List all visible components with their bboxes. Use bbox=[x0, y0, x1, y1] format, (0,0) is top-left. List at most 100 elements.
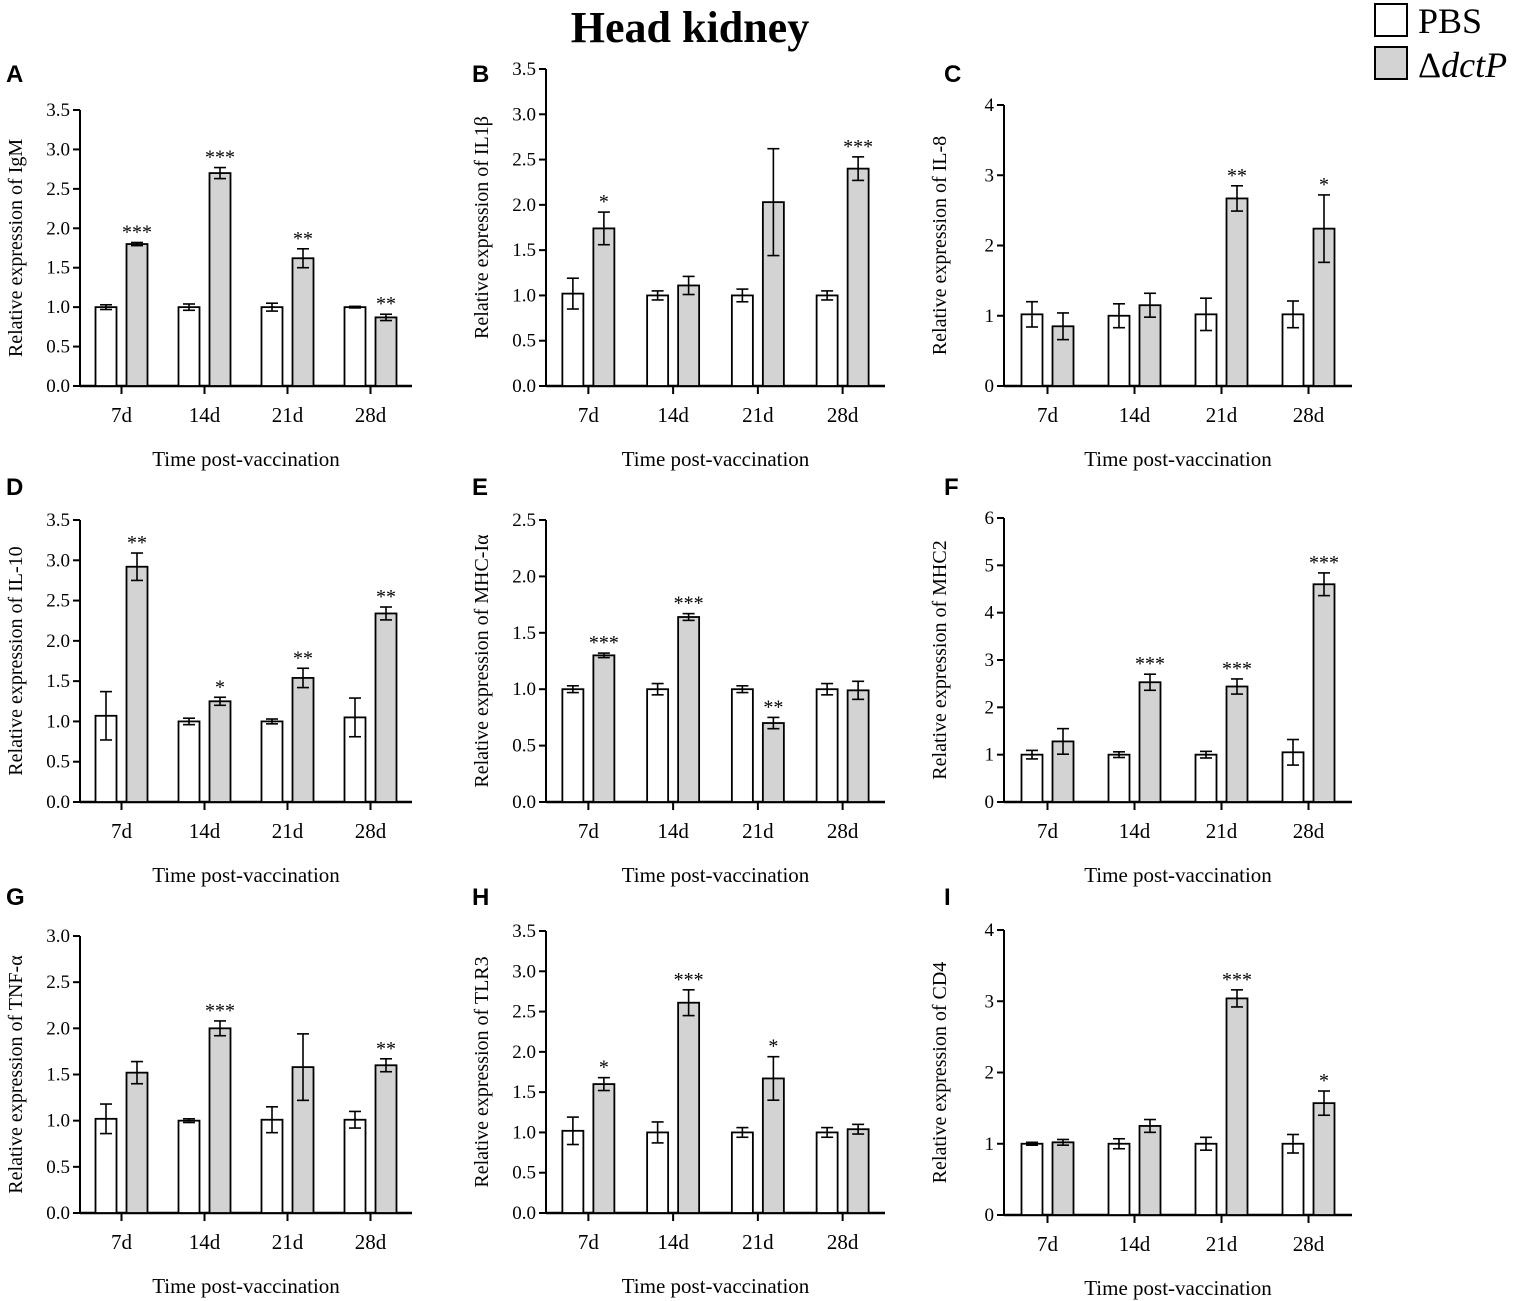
x-tick-label: 21d bbox=[272, 403, 304, 427]
significance-marker: ** bbox=[293, 647, 313, 669]
bar-pbs bbox=[1281, 1142, 1305, 1216]
y-axis-title: Relative expression of IL1β bbox=[471, 116, 493, 339]
x-tick-label: 7d bbox=[578, 1230, 600, 1254]
bar-pbs bbox=[177, 1119, 201, 1214]
bar-dctp bbox=[1225, 197, 1249, 387]
y-tick-label: 3 bbox=[985, 991, 995, 1012]
bar-dctp bbox=[374, 1064, 398, 1214]
x-tick-label: 21d bbox=[742, 819, 774, 843]
panel-c: C 0 1 2 3 4 7d 14d 21d ** 28d * Time post-vaccinatio… bbox=[929, 61, 1352, 471]
y-tick-label: 2 bbox=[985, 697, 995, 718]
y-tick-label: 0.0 bbox=[46, 376, 70, 397]
y-tick-label: 0.0 bbox=[46, 1203, 70, 1224]
y-tick-label: 4 bbox=[985, 920, 995, 941]
bar-pbs bbox=[343, 1118, 367, 1214]
y-tick-label: 3.0 bbox=[46, 139, 70, 160]
panel-letter: F bbox=[944, 474, 959, 501]
y-tick-label: 1.0 bbox=[46, 297, 70, 318]
x-axis-title: Time post-vaccination bbox=[1084, 1276, 1272, 1300]
bar-dctp bbox=[1312, 583, 1336, 803]
x-axis-title: Time post-vaccination bbox=[1084, 863, 1272, 887]
legend-label-dctp-gene: dctP bbox=[1441, 45, 1507, 85]
significance-marker: *** bbox=[674, 593, 704, 615]
significance-marker: *** bbox=[122, 221, 152, 243]
panel-letter: C bbox=[944, 61, 961, 88]
bar-pbs bbox=[260, 306, 284, 387]
bar-dctp bbox=[374, 612, 398, 803]
x-axis-title: Time post-vaccination bbox=[622, 863, 810, 887]
y-tick-label: 3.5 bbox=[46, 100, 70, 121]
y-tick-label: 1.5 bbox=[512, 1082, 536, 1103]
y-tick-label: 2.0 bbox=[512, 195, 536, 216]
y-tick-label: 1.0 bbox=[512, 1122, 536, 1143]
panel-f: F 0 1 2 3 4 5 6 7d 14d *** 21d *** 28d *** Time post-va… bbox=[929, 474, 1352, 887]
bar-pbs bbox=[1020, 753, 1044, 803]
y-tick-label: 1.5 bbox=[46, 258, 70, 279]
x-tick-label: 14d bbox=[1119, 403, 1151, 427]
y-tick-label: 5 bbox=[985, 555, 995, 576]
y-tick-label: 0.5 bbox=[512, 331, 536, 352]
x-tick-label: 21d bbox=[1206, 819, 1238, 843]
significance-marker: ** bbox=[127, 532, 147, 554]
x-tick-label: 28d bbox=[1293, 403, 1325, 427]
y-tick-label: 2.5 bbox=[512, 510, 536, 531]
panel-a: A 0.0 0.5 1.0 1.5 2.0 2.5 3.0 3.5 7d *** 14d *** 21d *… bbox=[5, 61, 412, 471]
significance-marker: *** bbox=[205, 1000, 235, 1022]
x-tick-label: 28d bbox=[1293, 819, 1325, 843]
bar-pbs bbox=[177, 306, 201, 387]
y-axis-title: Relative expression of TNF-α bbox=[5, 955, 27, 1194]
bar-dctp bbox=[846, 689, 870, 803]
y-tick-label: 0.5 bbox=[46, 1157, 70, 1178]
y-tick-label: 0 bbox=[985, 1205, 995, 1226]
bar-dctp bbox=[125, 565, 149, 803]
legend-label-dctp: ΔdctP bbox=[1418, 45, 1507, 85]
y-tick-label: 4 bbox=[985, 95, 995, 116]
x-tick-label: 21d bbox=[1206, 403, 1238, 427]
bar-pbs bbox=[94, 306, 118, 387]
x-tick-label: 7d bbox=[578, 403, 600, 427]
significance-marker: *** bbox=[1222, 969, 1252, 991]
panel-g: G 0.0 0.5 1.0 1.5 2.0 2.5 3.0 7d 14d *** 21d 28d ** Ti… bbox=[5, 884, 412, 1298]
significance-marker: ** bbox=[763, 696, 783, 718]
bar-dctp bbox=[592, 227, 616, 387]
legend-label-dctp-delta: Δ bbox=[1418, 45, 1441, 85]
significance-marker: * bbox=[1319, 174, 1329, 196]
significance-marker: *** bbox=[1309, 552, 1339, 574]
significance-marker: ** bbox=[376, 586, 396, 608]
bar-pbs bbox=[730, 1131, 754, 1214]
panel-letter: E bbox=[472, 474, 488, 501]
bar-pbs bbox=[1107, 753, 1131, 803]
x-tick-label: 14d bbox=[1119, 819, 1151, 843]
bar-dctp bbox=[761, 722, 785, 803]
significance-marker: *** bbox=[674, 969, 704, 991]
y-tick-label: 2.0 bbox=[512, 1042, 536, 1063]
bar-dctp bbox=[846, 1128, 870, 1214]
x-tick-label: 21d bbox=[1206, 1232, 1238, 1256]
x-tick-label: 14d bbox=[657, 403, 689, 427]
panel-letter: B bbox=[472, 61, 489, 88]
y-tick-label: 2 bbox=[985, 1063, 995, 1084]
y-axis-title: Relative expression of MHC2 bbox=[929, 540, 951, 779]
bar-dctp bbox=[592, 654, 616, 803]
bar-dctp bbox=[1138, 1125, 1162, 1216]
y-tick-label: 0.5 bbox=[512, 736, 536, 757]
x-tick-label: 21d bbox=[742, 1230, 774, 1254]
y-tick-label: 1 bbox=[985, 306, 995, 327]
bar-pbs bbox=[646, 688, 670, 803]
x-tick-label: 14d bbox=[189, 403, 221, 427]
bar-pbs bbox=[260, 720, 284, 803]
significance-marker: * bbox=[768, 1036, 778, 1058]
panels: A0.00.51.01.52.02.53.03.57d***14d***21d*… bbox=[5, 59, 1352, 1300]
x-tick-label: 14d bbox=[189, 1230, 221, 1254]
bar-dctp bbox=[1051, 1141, 1075, 1216]
y-tick-label: 2.0 bbox=[46, 1018, 70, 1039]
x-axis-title: Time post-vaccination bbox=[152, 447, 340, 471]
bar-dctp bbox=[1225, 997, 1249, 1216]
bar-pbs bbox=[343, 306, 367, 387]
significance-marker: *** bbox=[1222, 658, 1252, 680]
bar-pbs bbox=[815, 294, 839, 387]
y-axis-title: Relative expression of TLR3 bbox=[471, 956, 493, 1187]
x-tick-label: 28d bbox=[355, 1230, 387, 1254]
bar-dctp bbox=[1312, 1102, 1336, 1216]
x-tick-label: 28d bbox=[1293, 1232, 1325, 1256]
